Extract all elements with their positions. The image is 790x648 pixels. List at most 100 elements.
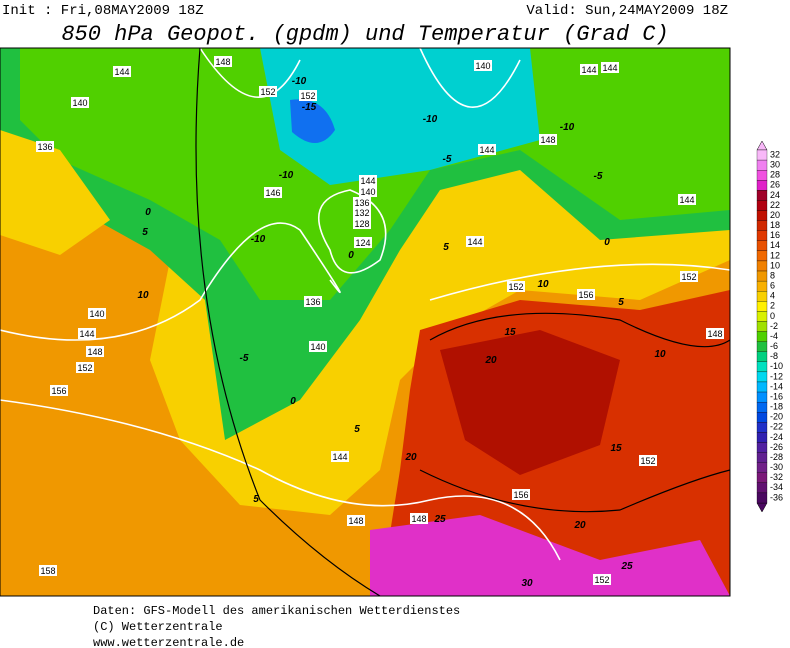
label-box: [466, 236, 484, 247]
colorbar-bottom: [756, 502, 768, 513]
geopotential-label: 144: [602, 63, 617, 73]
label-box: [353, 218, 371, 229]
colorbar-label: -14: [770, 381, 783, 391]
geopotential-label: 144: [360, 176, 375, 186]
colorbar-label: -20: [770, 412, 783, 422]
temperature-label: -5: [443, 154, 452, 165]
label-box: [299, 90, 317, 101]
label-box: [347, 515, 365, 526]
label-box: [86, 346, 104, 357]
label-box: [410, 513, 428, 524]
label-box: [88, 308, 106, 319]
colorbar-label: -26: [770, 442, 783, 452]
colorbar-label: 22: [770, 200, 780, 210]
geopotential-label: 148: [215, 57, 230, 67]
geopotential-label: 128: [354, 219, 369, 229]
label-box: [580, 64, 598, 75]
colorbar-swatch: [756, 462, 768, 473]
geopotential-label: 158: [40, 566, 55, 576]
colorbar-swatch: [756, 432, 768, 443]
geopotential-label: 136: [354, 198, 369, 208]
colorbar-label: -28: [770, 452, 783, 462]
label-box: [331, 451, 349, 462]
temperature-label: 15: [504, 327, 516, 338]
colorbar-swatch: [756, 220, 768, 231]
temperature-label: 10: [654, 349, 666, 360]
temperature-label: 0: [290, 396, 296, 407]
label-box: [639, 455, 657, 466]
colorbar-label: -34: [770, 482, 783, 492]
geopotential-label: 144: [679, 195, 694, 205]
colorbar-swatch: [756, 341, 768, 352]
label-box: [601, 62, 619, 73]
geopotential-label: 124: [355, 238, 370, 248]
geopotential-label: 144: [467, 237, 482, 247]
colorbar-swatch: [756, 270, 768, 282]
colorbar-swatch: [756, 361, 768, 373]
label-box: [593, 574, 611, 585]
geopotential-label: 132: [354, 208, 369, 218]
temperature-label: 25: [620, 561, 633, 572]
colorbar-swatch: [756, 280, 768, 292]
label-box: [71, 97, 89, 108]
colorbar-swatch: [756, 291, 768, 302]
label-box: [113, 66, 131, 77]
hotter-zone: [440, 330, 620, 475]
geopotential-label: 152: [681, 272, 696, 282]
colorbar-label: 24: [770, 190, 780, 200]
colorbar-label: 10: [770, 260, 780, 270]
isotherm: [419, 469, 731, 513]
colorbar-swatch: [756, 311, 768, 322]
label-box: [309, 341, 327, 352]
footer-url: www.wetterzentrale.de: [93, 636, 244, 648]
colorbar-label: 26: [770, 180, 780, 190]
geopotential-label: 144: [581, 65, 596, 75]
label-box: [76, 362, 94, 373]
label-box: [680, 271, 698, 282]
temperature-label: 5: [354, 424, 360, 435]
colorbar-swatch: [756, 200, 768, 211]
label-box: [512, 489, 530, 500]
colorbar-label: 4: [770, 291, 775, 301]
label-box: [507, 281, 525, 292]
colorbar-top: [756, 140, 768, 151]
temperature-label: 20: [404, 452, 417, 463]
geopotential-label: 140: [89, 309, 104, 319]
colorbar-swatch: [756, 422, 768, 433]
geopotential-label: 144: [332, 452, 347, 462]
geopotential-label: 144: [114, 67, 129, 77]
hottest-zone: [370, 515, 730, 596]
colorbar-label: -32: [770, 472, 783, 482]
colorbar-label: 30: [770, 160, 780, 170]
colorbar-label: -6: [770, 341, 778, 351]
colorbar-label: -18: [770, 402, 783, 412]
label-box: [577, 289, 595, 300]
temperature-label: 20: [484, 355, 497, 366]
temperature-label: 30: [521, 578, 533, 589]
colorbar-swatch: [756, 260, 768, 272]
label-box: [36, 141, 54, 152]
colorbar-label: 20: [770, 210, 780, 220]
geopotential-label: 148: [87, 347, 102, 357]
label-box: [304, 296, 322, 307]
colorbar-label: 6: [770, 281, 775, 291]
geopotential-label: 152: [300, 91, 315, 101]
label-box: [78, 328, 96, 339]
map-frame: [0, 47, 731, 597]
geopotential-label: 152: [260, 87, 275, 97]
temperature-label: 5: [142, 227, 148, 238]
valid-time: Valid: Sun,24MAY2009 18Z: [526, 3, 728, 19]
temperature-label: 0: [604, 237, 610, 248]
colorbar: 32302826242220181614121086420-2-4-6-8-10…: [756, 140, 783, 513]
temperature-label: 0: [348, 250, 354, 261]
colorbar-swatch: [756, 230, 768, 241]
coldest-zone: [290, 99, 335, 144]
temperature-label: 5: [618, 297, 624, 308]
temperature-label: -5: [594, 171, 603, 182]
geopotential-label: 140: [475, 61, 490, 71]
colorbar-swatch: [756, 351, 768, 362]
contour: [429, 263, 731, 301]
colorbar-label: 14: [770, 240, 780, 250]
temperature-label: 0: [145, 207, 151, 218]
map-title: 850 hPa Geopot. (gpdm) und Temperatur (G…: [61, 22, 668, 47]
